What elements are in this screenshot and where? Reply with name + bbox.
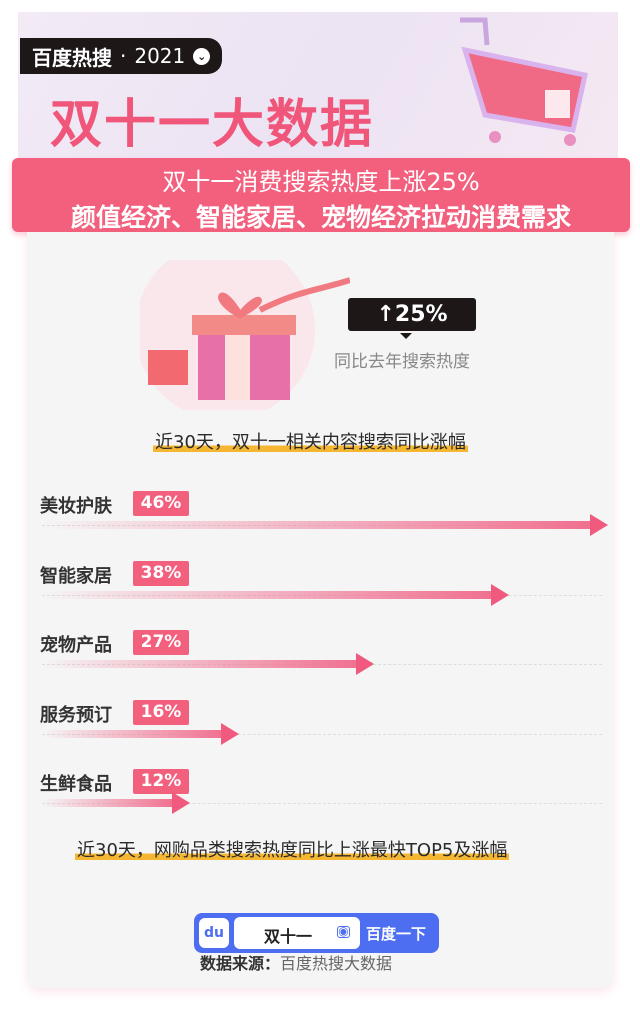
category-label: 宠物产品	[40, 635, 112, 656]
value-badge: 38%	[133, 560, 189, 586]
source-label: 数据来源：	[200, 954, 281, 973]
baidu-search-bar: du 双十一 ◉ 百度一下	[194, 913, 439, 953]
chevron-down-icon: ⌄	[193, 47, 211, 65]
shopping-cart-icon	[460, 17, 588, 146]
value-badge: 46%	[133, 491, 189, 516]
bar	[42, 660, 359, 668]
subtitle-line2: 颜值经济、智能家居、宠物经济拉动消费需求	[70, 203, 571, 232]
brand-name: 百度热搜	[32, 45, 112, 70]
growth-caption: 同比去年搜索热度	[334, 352, 470, 372]
camera-icon[interactable]: ◉	[337, 924, 350, 938]
bar-arrowhead	[356, 653, 375, 675]
search-button[interactable]: 百度一下	[366, 925, 427, 943]
search-input[interactable]: 双十一 ◉	[234, 917, 360, 949]
gift-box-icon	[140, 260, 350, 410]
category-label: 美妆护肤	[40, 496, 112, 517]
brand-tag: 百度热搜 · 2021 ⌄	[20, 38, 223, 74]
summary-heading: 近30天，双十一相关内容搜索同比涨幅	[153, 428, 468, 454]
value-badge: 27%	[133, 630, 189, 655]
bar	[42, 729, 223, 738]
bar	[42, 799, 174, 807]
year: 2021	[134, 44, 186, 68]
value-badge: 12%	[133, 769, 189, 794]
page-title: 双十一大数据	[50, 95, 375, 155]
category-label: 服务预订	[40, 704, 112, 726]
content-card	[27, 232, 614, 988]
bar-arrowhead	[220, 722, 239, 745]
bar	[42, 590, 494, 599]
data-source: 数据来源：百度热搜大数据	[200, 950, 392, 974]
source-value: 百度热搜大数据	[280, 954, 393, 973]
category-label: 智能家居	[40, 565, 112, 587]
value-badge: 16%	[133, 699, 189, 725]
search-query: 双十一	[264, 927, 313, 946]
baseline	[42, 733, 602, 735]
baidu-logo-icon: du	[199, 918, 229, 948]
subtitle-line1: 双十一消费搜索热度上涨25%	[162, 168, 480, 196]
baseline	[42, 803, 602, 804]
bar-arrowhead	[171, 792, 190, 814]
bar	[42, 521, 592, 529]
category-label: 生鲜食品	[40, 774, 112, 795]
growth-badge: ↑25%	[348, 298, 476, 339]
chart-title: 近30天，网购品类搜索热度同比上涨最快TOP5及涨幅	[75, 836, 510, 862]
subtitle-box: 双十一消费搜索热度上涨25% 颜值经济、智能家居、宠物经济拉动消费需求	[12, 158, 630, 232]
bar-arrowhead	[491, 583, 510, 606]
bar-arrowhead	[589, 514, 608, 536]
